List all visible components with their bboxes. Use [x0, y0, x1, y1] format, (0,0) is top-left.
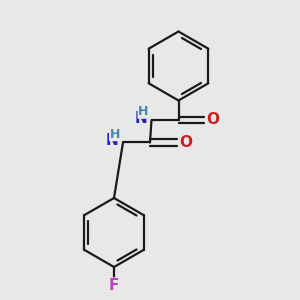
- Text: N: N: [106, 134, 118, 148]
- Text: H: H: [110, 128, 120, 141]
- Text: H: H: [138, 105, 148, 118]
- Text: O: O: [179, 135, 192, 150]
- Text: O: O: [206, 112, 219, 128]
- Text: F: F: [109, 278, 119, 293]
- Text: N: N: [134, 111, 147, 126]
